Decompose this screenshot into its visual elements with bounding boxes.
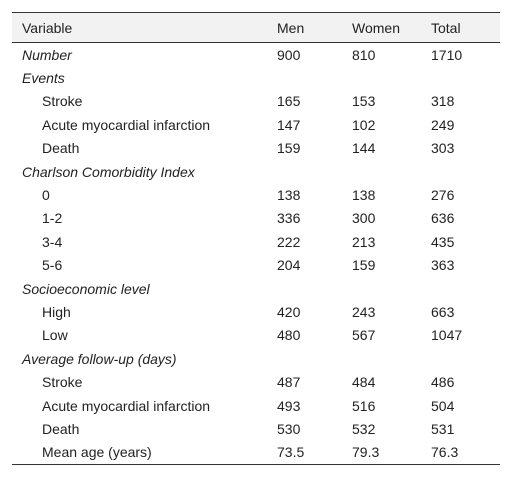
row-label: Charlson Comorbidity Index (22, 163, 195, 180)
value-cell: 102 (352, 116, 376, 133)
value-cell: 276 (431, 187, 455, 204)
empty-cell (277, 160, 352, 183)
row-label: Stroke (42, 93, 83, 110)
value-cell: 138 (277, 187, 301, 204)
value-cell: 79.3 (352, 444, 380, 461)
table-row: 0 138 138 276 (12, 183, 500, 206)
header-cell: Men (277, 19, 305, 36)
value-cell: 420 (277, 303, 301, 320)
empty-cell (431, 277, 500, 300)
empty-cell (277, 66, 352, 89)
value-cell: 531 (431, 420, 455, 437)
table-row: Low 480 567 1047 (12, 324, 500, 347)
table-row: Average follow-up (days) (12, 347, 500, 370)
empty-cell (431, 347, 500, 370)
empty-cell (277, 277, 352, 300)
row-label: High (42, 303, 71, 320)
value-cell: 435 (431, 233, 455, 250)
row-label: Low (42, 327, 68, 344)
row-label: Death (42, 420, 80, 437)
table-row: Socioeconomic level (12, 277, 500, 300)
table-row: Acute myocardial infarction 147 102 249 (12, 113, 500, 136)
value-cell: 487 (277, 374, 301, 391)
value-cell: 138 (352, 187, 376, 204)
value-cell: 159 (352, 257, 376, 274)
value-cell: 213 (352, 233, 376, 250)
header-cell: Total (431, 19, 461, 36)
empty-cell (431, 66, 500, 89)
row-label: Acute myocardial infarction (42, 116, 211, 133)
empty-cell (352, 160, 431, 183)
row-label: Socioeconomic level (22, 280, 150, 297)
row-label: Number (22, 46, 72, 63)
value-cell: 810 (352, 46, 376, 63)
empty-cell (352, 66, 431, 89)
value-cell: 243 (352, 303, 376, 320)
value-cell: 165 (277, 93, 301, 110)
row-label: Mean age (years) (42, 444, 152, 461)
table-row: High 420 243 663 (12, 300, 500, 323)
table-row: Events (12, 66, 500, 89)
data-table: Variable Men Women Total Number 900 810 171… (12, 12, 500, 465)
table-row: 1-2 336 300 636 (12, 207, 500, 230)
value-cell: 486 (431, 374, 455, 391)
value-cell: 222 (277, 233, 301, 250)
header-row: Variable Men Women Total (12, 12, 500, 43)
row-label: Death (42, 140, 80, 157)
table-row: Death 159 144 303 (12, 137, 500, 160)
row-label: 3-4 (42, 233, 63, 250)
table-row: Acute myocardial infarction 493 516 504 (12, 394, 500, 417)
row-label: Stroke (42, 374, 83, 391)
value-cell: 153 (352, 93, 376, 110)
value-cell: 1047 (431, 327, 463, 344)
value-cell: 663 (431, 303, 455, 320)
value-cell: 900 (277, 46, 301, 63)
table-row: Death 530 532 531 (12, 417, 500, 440)
row-label: Events (22, 70, 65, 87)
value-cell: 144 (352, 140, 376, 157)
value-cell: 303 (431, 140, 455, 157)
empty-cell (277, 347, 352, 370)
table-row: Charlson Comorbidity Index (12, 160, 500, 183)
value-cell: 504 (431, 397, 455, 414)
value-cell: 76.3 (431, 444, 459, 461)
value-cell: 204 (277, 257, 301, 274)
value-cell: 532 (352, 420, 376, 437)
row-label: 0 (42, 187, 50, 204)
value-cell: 147 (277, 116, 301, 133)
value-cell: 480 (277, 327, 301, 344)
empty-cell (431, 160, 500, 183)
table-row: Mean age (years) 73.5 79.3 76.3 (12, 441, 500, 465)
table-body: Number 900 810 1710 Events Stroke 165 153 318 Acu… (12, 43, 500, 465)
row-label: Acute myocardial infarction (42, 397, 211, 414)
table-header: Variable Men Women Total (12, 12, 500, 43)
value-cell: 363 (431, 257, 455, 274)
value-cell: 567 (352, 327, 376, 344)
value-cell: 318 (431, 93, 455, 110)
value-cell: 300 (352, 210, 376, 227)
value-cell: 493 (277, 397, 301, 414)
row-label: 1-2 (42, 210, 63, 227)
table-row: 3-4 222 213 435 (12, 230, 500, 253)
header-cell: Variable (22, 19, 73, 36)
table-row: Stroke 487 484 486 (12, 370, 500, 393)
header-cell: Women (352, 19, 400, 36)
table-row: 5-6 204 159 363 (12, 254, 500, 277)
value-cell: 530 (277, 420, 301, 437)
value-cell: 1710 (431, 46, 463, 63)
value-cell: 249 (431, 116, 455, 133)
value-cell: 159 (277, 140, 301, 157)
value-cell: 73.5 (277, 444, 305, 461)
row-label: 5-6 (42, 257, 63, 274)
value-cell: 484 (352, 374, 376, 391)
empty-cell (352, 277, 431, 300)
table-row: Number 900 810 1710 (12, 43, 500, 67)
table-row: Stroke 165 153 318 (12, 90, 500, 113)
value-cell: 636 (431, 210, 455, 227)
value-cell: 516 (352, 397, 376, 414)
empty-cell (352, 347, 431, 370)
value-cell: 336 (277, 210, 301, 227)
row-label: Average follow-up (days) (22, 350, 177, 367)
